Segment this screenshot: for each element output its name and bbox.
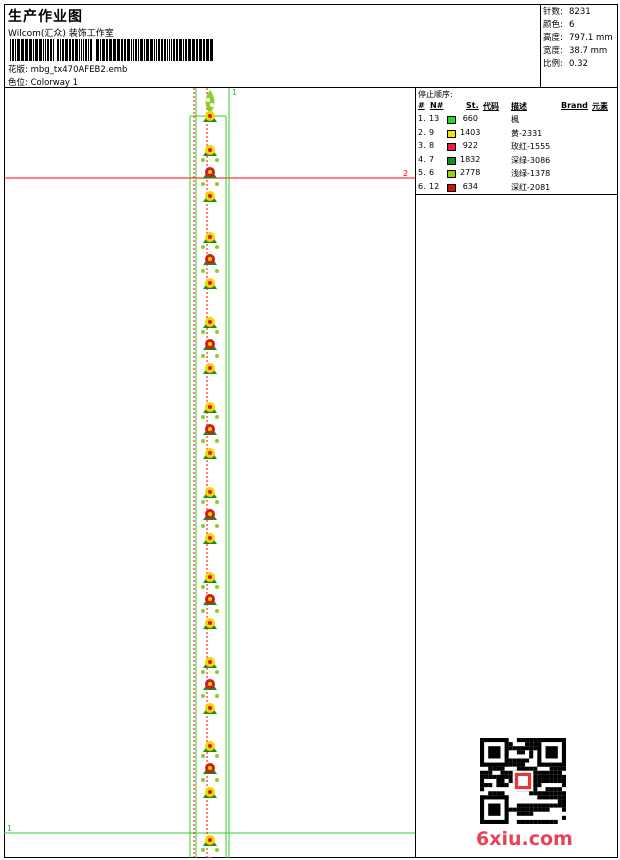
flower-motif [207,857,213,858]
colorway-value: Colorway 1 [30,78,79,88]
color-swatch [447,170,456,178]
design-canvas[interactable]: 1 2 1 [4,88,416,858]
info-height: 高度: 797.1 mm [543,33,613,43]
info-colors: 颜色: 6 [543,20,575,30]
info-scale: 比例: 0.32 [543,59,588,69]
stop-row-code: 634 [462,181,478,191]
stop-row-index: 5. [418,168,426,177]
stop-row: 2. 9 1403 黄-2331 [416,128,618,141]
stop-row-desc: 深红-2081 [511,182,551,192]
info-box: 针数: 8231 颜色: 6 高度: 797.1 mm 宽度: 38.7 mm 比例: 0… [541,4,618,88]
stop-row: 3. 8 922 玫红-1555 [416,141,618,154]
stop-row-index: 1. [418,114,426,123]
stop-row: 1. 13 660 楓 [416,114,618,127]
barcode [10,39,213,61]
col-header-num: # [418,101,425,110]
stop-row-needle: 9 [429,127,435,137]
color-swatch [447,129,456,138]
stop-row-index: 3. [418,141,426,150]
watermark: 6xiu.com [476,828,573,850]
stop-row-needle: 13 [429,114,440,123]
stop-row-desc: 浅绿-1378 [511,169,551,178]
stop-row-desc: 楓 [511,115,519,124]
color-swatch [447,156,456,165]
guide-lines [4,88,415,858]
color-swatch [447,116,456,124]
stop-row-code: 660 [462,114,478,123]
marker-top: 1 [232,88,237,97]
qr-code [480,738,566,824]
info-width: 宽度: 38.7 mm [543,46,608,56]
page-title: 生产作业图 [8,9,83,25]
stop-row-code: 1832 [460,154,481,164]
design-file: mbg_tx470AFEB2.emb [30,65,128,75]
design-label: 花版: [8,65,28,75]
stop-row-desc: 深绿-3086 [511,155,551,165]
col-header-desc: 描述 [511,102,527,111]
colorway-line: 色位: Colorway 1 [8,76,78,88]
col-header-brand: Brand [561,101,588,110]
page-frame [4,4,618,858]
info-stitches: 针数: 8231 [543,7,591,17]
color-swatch [447,183,456,192]
design-preview: 1 2 1 [4,88,415,858]
header: 生产作业图 Wilcom(汇众) 装饰工作室 花版: mbg_tx470AFEB… [4,4,541,88]
marker-right: 2 [403,169,408,178]
stop-row-index: 2. [418,127,426,137]
col-header-element: 元素 [592,102,608,111]
col-header-code: 代码 [483,102,499,111]
stop-row: 6. 12 634 深红-2081 [416,182,618,195]
stop-row-desc: 黄-2331 [511,128,543,138]
stop-row-code: 2778 [460,168,481,177]
stop-row-needle: 6 [429,168,435,177]
col-header-st: St. [466,101,479,110]
design-line: 花版: mbg_tx470AFEB2.emb [8,63,127,75]
colorway-label: 色位: [8,78,28,88]
stop-row: 4. 7 1832 深绿-3086 [416,155,618,168]
company-name: Wilcom(汇众) 装饰工作室 [8,29,114,39]
marker-bottom: 1 [7,824,12,833]
embroidery-motifs [201,90,219,858]
stop-row-index: 4. [418,154,426,164]
stop-row: 5. 6 2778 浅绿-1378 [416,168,618,181]
stop-row-needle: 8 [429,141,435,150]
col-header-needle: N# [430,101,444,110]
stop-row-needle: 12 [429,181,440,191]
leaf-motif [205,90,215,114]
stop-sequence-title: 停止顺序: [418,90,453,99]
stop-row-needle: 7 [429,154,435,164]
stop-row-desc: 玫红-1555 [511,142,551,151]
stop-sequence-panel: 停止顺序: # N# St. 代码 描述 Brand 元素 1. 13 660 楓 2.… [416,88,618,195]
stop-row-index: 6. [418,181,426,191]
color-swatch [447,143,456,151]
stop-row-code: 922 [462,141,478,150]
stop-row-code: 1403 [460,127,481,137]
